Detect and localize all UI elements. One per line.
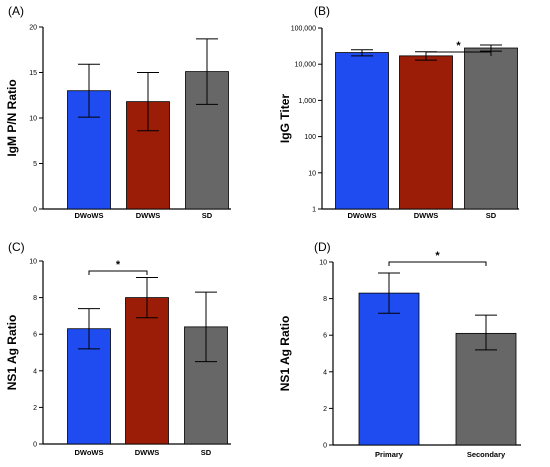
x-category-label: DWWS: [136, 211, 161, 220]
significance-bracket: [425, 51, 492, 56]
y-tick-label: 10: [319, 260, 327, 267]
significance-star: *: [456, 40, 461, 52]
y-tick-label: 4: [33, 368, 37, 375]
y-tick-label: 15: [29, 70, 37, 77]
y-tick-label: 10: [308, 170, 316, 177]
chart-panel-3: (C) NS1 Ag Ratio 0 2 4 6 8 10 DWoWS DWWS SD *: [5, 240, 231, 457]
y-tick-label: 20: [29, 25, 37, 32]
chart-panel-4: (D) NS1 Ag Ratio 0 2 4 6 8 10 Primary Secondary *: [278, 240, 521, 459]
y-tick-label: 0: [33, 207, 37, 214]
panel-letter: (D): [314, 240, 331, 254]
y-tick-label: 10: [29, 259, 37, 266]
bar-dwws: [125, 297, 169, 445]
y-tick-label: 4: [323, 369, 327, 376]
bar-dwows: [335, 52, 389, 210]
chart-panel-1: (A) IgM P/N Ratio 0 5 10 15 20 DWoWS DWWS SD: [5, 4, 231, 220]
y-tick-label: 6: [323, 333, 327, 340]
panel-letter: (A): [8, 4, 24, 18]
y-tick-label: 2: [33, 405, 37, 412]
significance-star: *: [435, 250, 440, 262]
x-category-label: DWWS: [135, 448, 160, 457]
bar-primary: [358, 292, 420, 446]
x-category-label: SD: [201, 448, 212, 457]
y-axis-title: IgM P/N Ratio: [5, 79, 19, 156]
y-tick-label: 2: [323, 406, 327, 413]
chart-panel-2: (B) IgG Titer 1 10 100 1,000 10,000 100,000 DWoW…: [278, 4, 519, 220]
x-category-label: DWWS: [414, 211, 439, 220]
y-axis-title: NS1 Ag Ratio: [5, 315, 19, 391]
y-tick-label: 0: [323, 443, 327, 450]
significance-bracket: [388, 261, 487, 266]
x-category-label: Secondary: [467, 450, 506, 459]
y-tick-label: 10,000: [295, 62, 317, 69]
significance-bracket: [88, 270, 148, 275]
x-category-label: SD: [486, 211, 497, 220]
x-category-label: SD: [202, 211, 213, 220]
y-tick-label: 100,000: [291, 26, 316, 33]
bar-dwws: [399, 55, 453, 210]
y-tick-label: 10: [29, 116, 37, 123]
panel-letter: (B): [314, 4, 330, 18]
significance-star: *: [116, 259, 121, 271]
y-tick-label: 5: [33, 161, 37, 168]
x-category-label: DWoWS: [74, 448, 103, 457]
panel-letter: (C): [8, 240, 25, 254]
x-category-label: Primary: [375, 450, 404, 459]
y-axis-title: IgG Titer: [278, 94, 292, 143]
y-tick-label: 1,000: [298, 98, 316, 105]
bar-sd: [464, 47, 518, 210]
y-tick-label: 6: [33, 332, 37, 339]
y-tick-label: 8: [33, 295, 37, 302]
x-category-label: DWoWS: [74, 211, 103, 220]
y-axis-title: NS1 Ag Ratio: [278, 316, 292, 392]
y-tick-label: 8: [323, 296, 327, 303]
y-tick-label: 0: [33, 442, 37, 449]
x-category-label: DWoWS: [347, 211, 376, 220]
y-tick-label: 1: [312, 207, 316, 214]
y-tick-label: 100: [304, 134, 316, 141]
